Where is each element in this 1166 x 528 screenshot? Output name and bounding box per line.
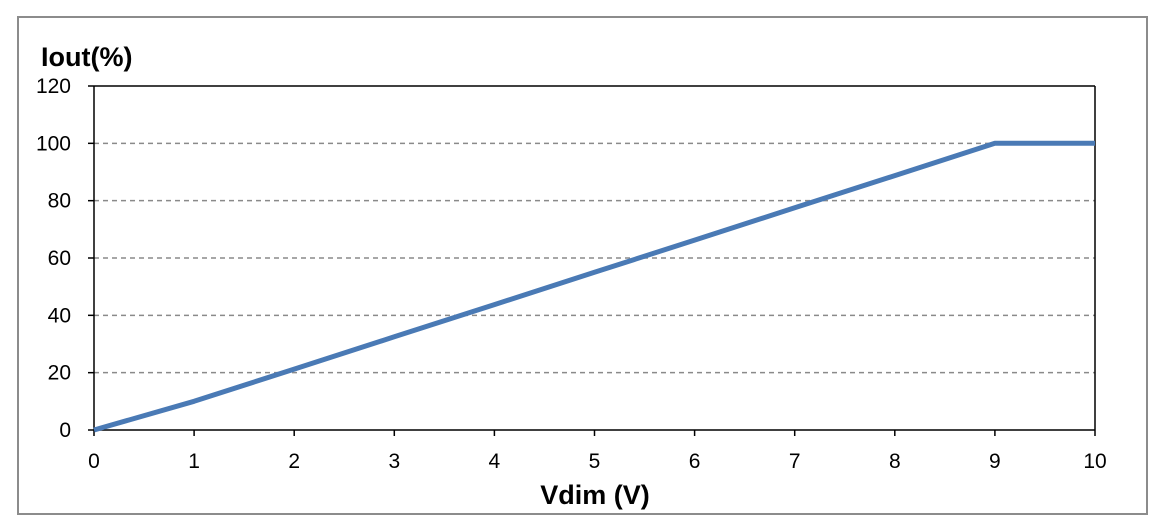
x-tick-label-1: 1 xyxy=(188,450,200,473)
y-tick-label-100: 100 xyxy=(36,132,71,155)
x-tick-label-2: 2 xyxy=(288,450,300,473)
x-tick-label-4: 4 xyxy=(489,450,501,473)
x-tick-label-7: 7 xyxy=(789,450,801,473)
x-tick-label-5: 5 xyxy=(589,450,601,473)
y-tick-label-60: 60 xyxy=(48,247,71,270)
series-line-0 xyxy=(93,140,1095,433)
tick-labels: 0 20 40 60 80 100 120 0 1 2 3 4 5 6 7 8 9 10 xyxy=(36,75,1107,473)
x-tick-label-6: 6 xyxy=(689,450,701,473)
grid-lines xyxy=(94,142,1095,374)
x-tick-label-0: 0 xyxy=(88,450,100,473)
y-axis-title: Iout(%) xyxy=(41,42,132,72)
series-layer xyxy=(93,140,1095,433)
axes xyxy=(88,85,1096,436)
chart-frame xyxy=(17,16,1148,515)
x-tick-label-10: 10 xyxy=(1083,450,1106,473)
y-tick-label-20: 20 xyxy=(48,362,71,385)
x-tick-label-8: 8 xyxy=(889,450,901,473)
y-tick-label-40: 40 xyxy=(48,304,71,327)
y-tick-label-120: 120 xyxy=(36,75,71,98)
x-tick-label-3: 3 xyxy=(388,450,400,473)
x-tick-label-9: 9 xyxy=(989,450,1001,473)
y-tick-label-80: 80 xyxy=(48,190,71,213)
x-axis-title: Vdim (V) xyxy=(540,480,650,510)
y-tick-label-0: 0 xyxy=(59,419,71,442)
